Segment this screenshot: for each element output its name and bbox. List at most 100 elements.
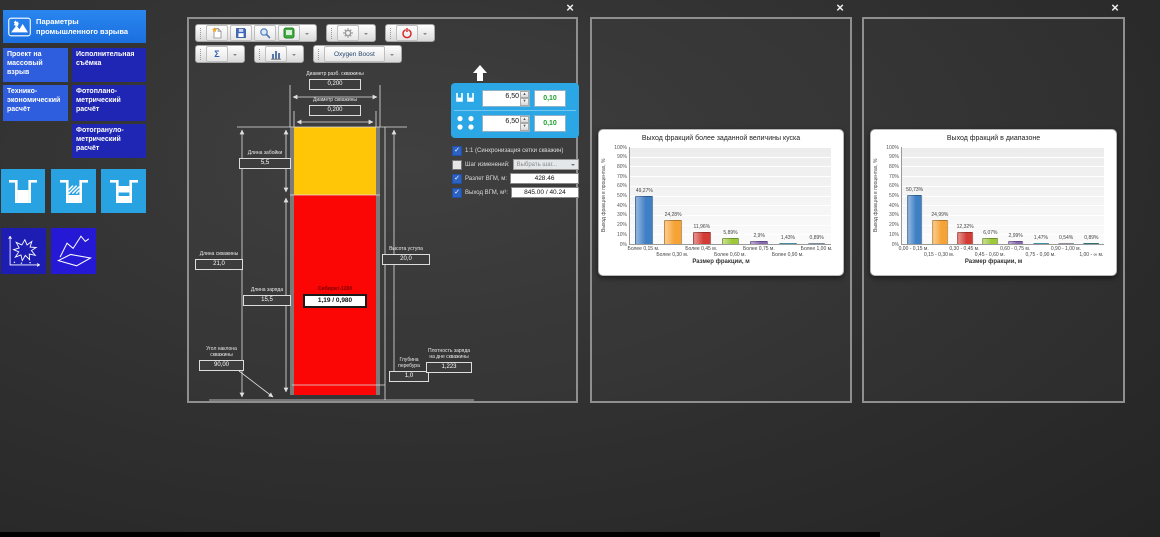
bar-value-label: 50,73% <box>906 186 924 193</box>
tile-as-built-survey[interactable]: Исполнительная съёмка <box>72 48 146 82</box>
gridline <box>902 214 1104 216</box>
toolbar-strip-oxygen: Oxygen Boost <box>313 45 402 63</box>
taskbar-shadow <box>0 532 880 537</box>
chart-title: Выход фракций более заданной величины ку… <box>641 135 801 142</box>
bar-value-label: 12,32% <box>956 224 974 231</box>
close-icon[interactable]: × <box>566 0 574 15</box>
tile-surface-chart[interactable] <box>51 228 96 274</box>
borehole-wall-left <box>290 127 294 395</box>
gridline <box>630 205 831 207</box>
search-button[interactable] <box>254 25 276 41</box>
y-tick-label: 0% <box>619 241 627 248</box>
toolbar-grip[interactable] <box>200 27 201 39</box>
toolbar-strip-main <box>195 24 317 42</box>
spacing-b-stepper[interactable]: 6,50 ▲ ▼ <box>482 114 530 132</box>
step-change-row: Шаг изменений: Выбрать шаг... <box>452 159 579 170</box>
toolbar-overflow-icon[interactable] <box>305 33 309 37</box>
x-tick-label: 0,00 - 0,15 м. <box>898 246 929 252</box>
tile-label: Фотоплано-метрический расчёт <box>76 88 121 113</box>
spacing-b-delta[interactable]: 0,10 <box>534 114 566 132</box>
new-document-button[interactable] <box>206 25 228 41</box>
sigma-button[interactable]: Σ <box>206 46 228 62</box>
gridline <box>902 224 1104 226</box>
flyrock-checkbox[interactable]: ✓ <box>452 173 462 184</box>
tile-photogranulo-metric-calc[interactable]: Фотогрануло-метрический расчёт <box>72 124 146 158</box>
save-button[interactable] <box>230 25 252 41</box>
bar-value-label: 24,28% <box>664 212 682 219</box>
y-tick-label: 50% <box>616 193 627 199</box>
tile-app-header[interactable]: Параметры промышленного взрыва <box>3 10 146 43</box>
y-tick-label: 60% <box>888 183 899 190</box>
bar-chart-icon <box>271 51 281 60</box>
toolbar-overflow-icon[interactable] <box>423 33 427 37</box>
gridline <box>630 224 831 226</box>
tile-photoplan-metric-calc[interactable]: Фотоплано-метрический расчёт <box>72 85 146 121</box>
y-tick-label: 50% <box>888 193 899 199</box>
histogram-button[interactable] <box>265 46 287 62</box>
toolbar-overflow-icon[interactable] <box>233 54 237 58</box>
toolbar-overflow-icon[interactable] <box>389 54 394 58</box>
chart-card: Выход фракций в диапазоне Выход фракции … <box>870 129 1117 276</box>
borehole-wall-right <box>376 127 380 395</box>
flyrock-value-field[interactable]: 428.46 <box>510 173 579 184</box>
chart-card: Выход фракций более заданной величины ку… <box>598 129 844 276</box>
sync-grid-row: ✓ 1:1 (Синхронизация сетки скважин) <box>452 145 579 156</box>
dim-hole-diameter: Диаметр скважины 0,200 <box>299 97 371 116</box>
close-icon[interactable]: × <box>836 0 844 15</box>
toolbar-strip-chart <box>254 45 304 63</box>
toolbar-grip[interactable] <box>259 48 260 60</box>
bar-value-label: 1,47% <box>1033 234 1048 241</box>
toolbar-row-1 <box>195 24 435 42</box>
toolbar-overflow-icon[interactable] <box>364 33 368 37</box>
bar-value-label: 6,07% <box>983 230 998 237</box>
x-tick-label: Более 0,90 м. <box>771 252 804 258</box>
plot-area: 0% 10% 20% 30% 40% 50% 60% 70% 80% 90% 100% 49,27% 2… <box>614 145 831 248</box>
toolbar-strip-sigma: Σ <box>195 45 245 63</box>
dim-overdrill: Глубина перебура 1,0 <box>389 357 429 382</box>
dim-hole-angle: Угол наклона скважины 90,00 <box>199 346 244 371</box>
y-tick-label: 100% <box>886 144 899 151</box>
spacing-a-delta[interactable]: 0,10 <box>534 89 566 107</box>
step-up-icon[interactable]: ▲ <box>520 90 529 98</box>
tile-fragmentation-analysis[interactable] <box>1 228 46 274</box>
toolbar-grip[interactable] <box>331 27 332 39</box>
x-tick-label: Более 0,45 м. <box>685 246 718 252</box>
bar <box>1083 243 1100 244</box>
y-tick-label: 90% <box>616 154 627 161</box>
power-button[interactable] <box>396 25 418 41</box>
borehole-full-icon <box>9 180 37 203</box>
toolbar-grip[interactable] <box>390 27 391 39</box>
up-arrow-icon[interactable] <box>473 65 487 81</box>
gridline <box>902 147 1104 148</box>
toolbar-grip[interactable] <box>200 48 201 60</box>
step-change-checkbox[interactable] <box>452 159 462 170</box>
bar-value-label: 0,89% <box>1084 235 1099 242</box>
screen-button[interactable] <box>278 25 300 41</box>
explosive-label[interactable]: Сибирит-1200 1,19 / 0,980 <box>303 286 367 308</box>
tile-borehole-deck-charge[interactable] <box>101 169 146 213</box>
toolbar-grip[interactable] <box>318 48 319 60</box>
y-tick-label: 10% <box>888 231 899 238</box>
toolbar-overflow-icon[interactable] <box>292 54 296 58</box>
tile-techno-economic-calc[interactable]: Технико-экономический расчёт <box>3 85 68 121</box>
settings-button[interactable] <box>337 25 359 41</box>
x-tick-label: 0,75 - 0,90 м. <box>1025 252 1056 258</box>
rock-volume-field[interactable]: 845.00 / 40.24 <box>510 187 579 198</box>
x-axis-title: Размер фракции, м <box>964 259 1023 265</box>
gear-icon <box>343 28 353 38</box>
oxygen-boost-button[interactable]: Oxygen Boost <box>324 46 385 62</box>
rock-volume-checkbox[interactable]: ✓ <box>452 187 462 198</box>
spacing-a-stepper[interactable]: 6,50 ▲ ▼ <box>482 89 530 107</box>
step-select[interactable]: Выбрать шаг... <box>512 159 579 170</box>
step-down-icon[interactable]: ▼ <box>520 123 529 131</box>
step-up-icon[interactable]: ▲ <box>520 115 529 123</box>
sync-grid-checkbox[interactable]: ✓ <box>452 145 462 156</box>
screen-icon <box>283 27 295 39</box>
bar-value-label: 2,9% <box>753 233 765 240</box>
step-down-icon[interactable]: ▼ <box>520 98 529 106</box>
chevron-down-icon <box>571 164 575 168</box>
tile-borehole-stemmed[interactable] <box>51 169 96 213</box>
tile-mass-blast-project[interactable]: Проект на массовый взрыв <box>3 48 68 82</box>
close-icon[interactable]: × <box>1111 0 1119 15</box>
tile-borehole-full[interactable] <box>1 169 45 213</box>
